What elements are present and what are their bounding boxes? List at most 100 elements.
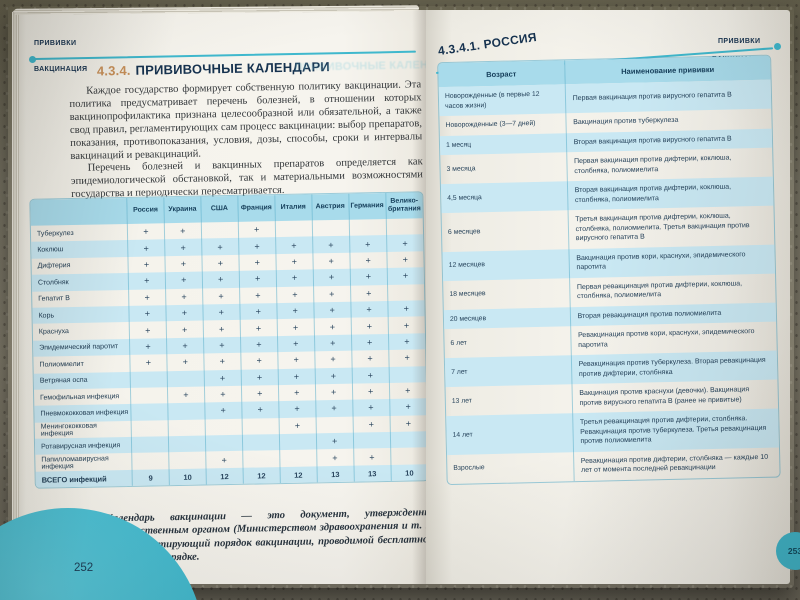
table-cell: + [314, 367, 353, 385]
table-cell: + [165, 304, 204, 322]
table-row-label: Полиомиелит [39, 360, 84, 369]
table-cell: + [277, 367, 316, 385]
page-stack-edge-top [13, 5, 420, 15]
page-number-right: 253 [787, 546, 800, 556]
table-cell: + [352, 399, 390, 417]
table-row-label: Гепатит В [38, 295, 70, 303]
table-row-label: Менингококковая инфекция [40, 422, 97, 438]
table-cell: + [313, 285, 351, 303]
page-stack-edge [12, 12, 19, 580]
table-cell [241, 417, 280, 435]
table-cell: + [312, 252, 350, 270]
section-number: 4.3.4.1. [437, 38, 482, 59]
table-cell [130, 403, 169, 421]
table-cell: + [275, 269, 314, 287]
table-cell: 12 [242, 466, 281, 485]
section-title: РОССИЯ [482, 29, 538, 52]
table-cell: + [129, 354, 168, 372]
table-cell [130, 387, 168, 405]
table-cell: + [275, 253, 313, 271]
table-cell: + [349, 251, 387, 269]
age-cell: 4,5 месяца [440, 181, 568, 214]
page-number-left: 252 [74, 562, 94, 574]
vaccine-cell: Ревакцинация против дифтерии, столбняка … [573, 447, 780, 481]
table-col-header: Германия [348, 192, 386, 220]
table-cell [168, 451, 206, 470]
table-cell: 13 [353, 464, 391, 482]
table-body: Новорожденные (в первые 12 часов жизни) П… [438, 79, 780, 484]
vaccine-cell: Вторая вакцинация против дифтерии, коклю… [567, 176, 774, 211]
table-cell [168, 435, 206, 453]
table-cell: + [349, 268, 388, 286]
table-cell: + [278, 400, 316, 418]
table-cell: + [239, 319, 278, 337]
table-cell: + [351, 366, 389, 384]
table-cell: + [238, 221, 276, 239]
table-cell [315, 416, 353, 434]
table-col-header: Австрия [311, 193, 349, 221]
table-row-label: Корь [32, 305, 130, 325]
table-cell: + [166, 337, 204, 355]
vaccine-cell: Ревакцинация против кори, краснухи, эпид… [570, 321, 777, 356]
table-cell: + [164, 238, 202, 257]
table-cell [279, 433, 317, 451]
section-heading: 4.3.4.1. РОССИЯ [437, 30, 538, 58]
page-right: ПРИВИВКИ ВАКЦИНАЦИЯ 4.3.4.1. РОССИЯ Возр… [426, 10, 790, 584]
age-cell: 6 месяцев [447, 227, 481, 236]
table-cell [205, 434, 243, 452]
table-cell: + [129, 321, 167, 339]
age-cell: 14 лет [446, 413, 574, 455]
age-cell: 13 лет [451, 397, 473, 405]
table-row-label: Ветряная оспа [33, 371, 131, 390]
table-cell: + [128, 272, 166, 290]
table-row-label: Ротавирусная инфекция [34, 436, 132, 456]
age-cell: 3 месяца [446, 165, 476, 173]
table-cell: + [127, 256, 166, 274]
table-cell: 9 [132, 469, 170, 487]
table-cell: + [205, 451, 243, 469]
table-cell: + [128, 305, 167, 323]
section-heading: 4.3.4. ПРИВИВОЧНЫЕ КАЛЕНДАРИ ПРИВИВОЧНЫЕ … [97, 57, 460, 79]
table-row-label: Столбняк [31, 273, 129, 292]
table-cell: + [166, 320, 204, 338]
table-col-header: Украина [163, 196, 202, 224]
table-cell: + [129, 337, 167, 356]
table-cell: + [315, 399, 353, 418]
table-col-header: Россия [126, 197, 165, 224]
vaccine-cell: Первая вакцинация против дифтерии, коклю… [566, 147, 773, 182]
chapter-line-dot [774, 43, 781, 50]
table-cell: + [202, 303, 240, 321]
table-cell: + [203, 320, 241, 338]
table-cell: + [313, 301, 351, 319]
right-page-content: 4.3.4.1. РОССИЯ Возраст Наименование прив… [424, 2, 788, 485]
vaccine-cell: Вакцинация против краснухи (девочки). Ва… [571, 379, 779, 414]
table-cell: + [164, 222, 202, 240]
vaccine-cell: Третья ревакцинация против дифтерии, сто… [572, 408, 779, 452]
table-cell: 12 [205, 467, 244, 485]
page-left: ПРИВИВКИ ВАКЦИНАЦИЯ 4.3.4. ПРИВИВОЧНЫЕ КА… [0, 5, 460, 600]
table-cell: + [166, 353, 205, 371]
table-cell [167, 402, 205, 420]
table-cell: + [203, 336, 241, 354]
margin-tab-line2: ВАКЦИНАЦИЯ [34, 66, 88, 73]
table-cell [279, 449, 317, 467]
table-cell: + [201, 254, 240, 272]
table-cell: + [202, 270, 240, 289]
table-cell: + [313, 318, 352, 336]
age-cell: Взрослые [453, 464, 485, 473]
age-cell: 6 лет [450, 339, 467, 347]
table-row: Взрослые Ревакцинация против дифтерии, ст… [447, 447, 780, 484]
table-cell [168, 419, 206, 437]
table-cell [311, 219, 350, 237]
vaccine-cell: Первая ревакцинация против дифтерии, кок… [569, 273, 776, 307]
margin-tab-line1: ПРИВИВКИ [718, 38, 761, 45]
table-cell [201, 221, 239, 239]
table-row-label: Туберкулез [36, 229, 74, 238]
table-cell: + [350, 284, 388, 302]
table-cell [204, 418, 243, 436]
table-cell: + [276, 318, 315, 336]
table-cell: + [315, 383, 353, 401]
table-cell: + [239, 286, 277, 304]
table-cell: + [241, 384, 279, 403]
table-cell [348, 218, 387, 237]
